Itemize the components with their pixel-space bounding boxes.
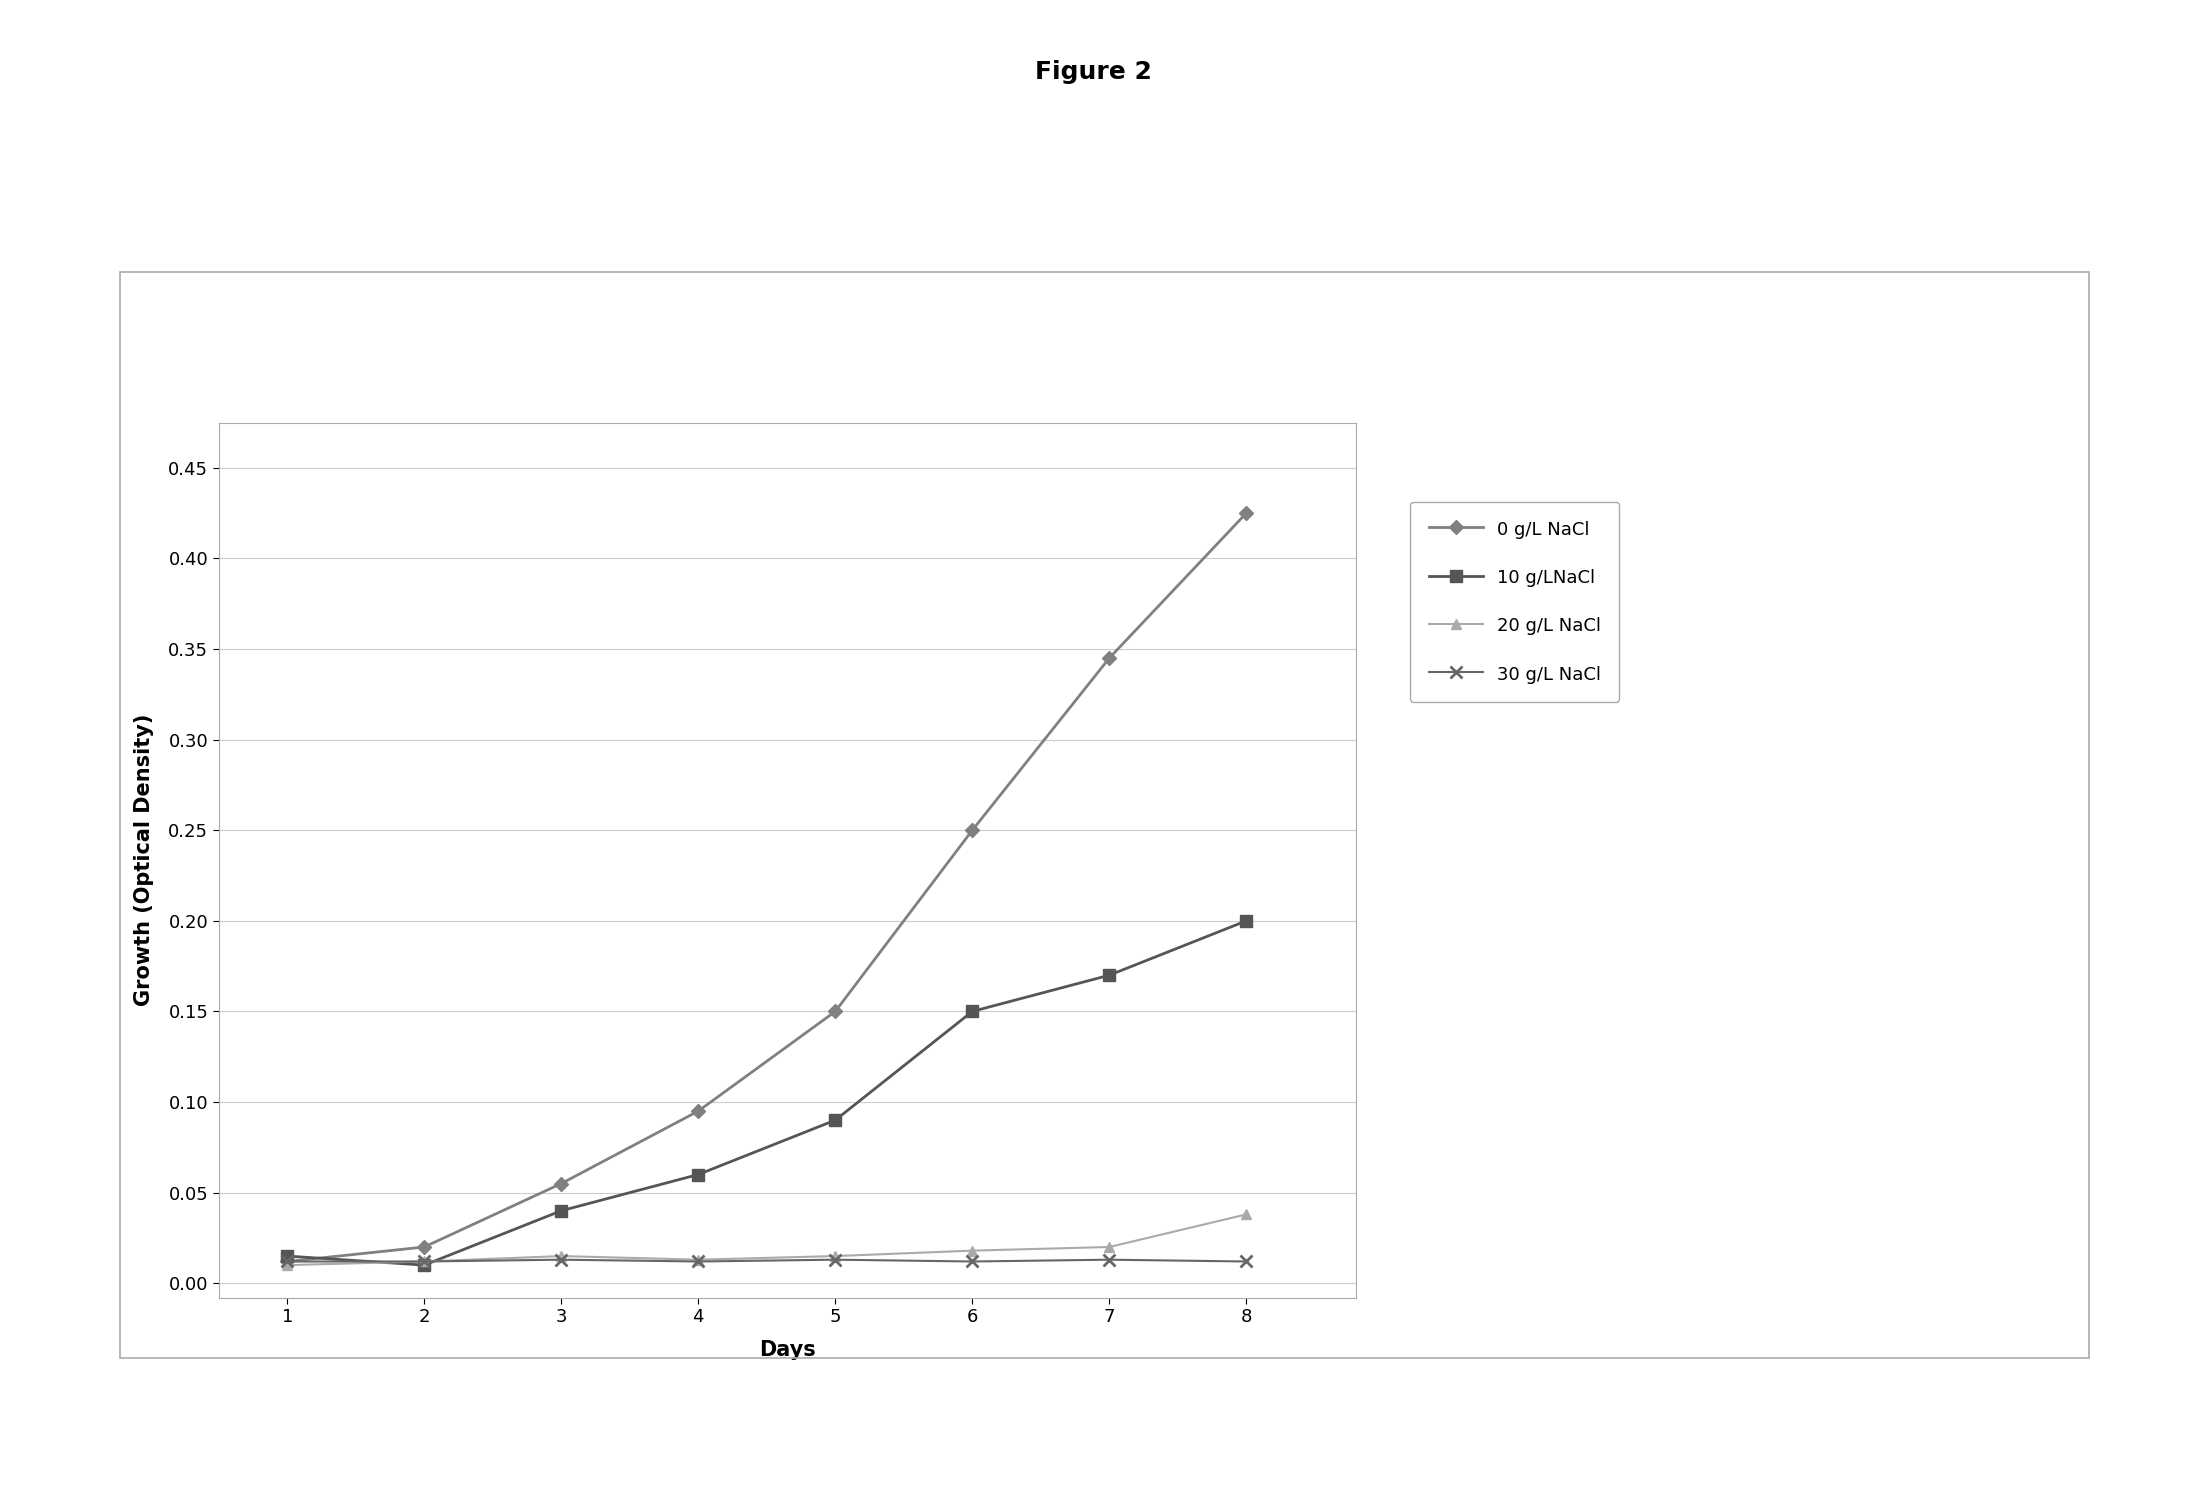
Legend: 0 g/L NaCl, 10 g/LNaCl, 20 g/L NaCl, 30 g/L NaCl: 0 g/L NaCl, 10 g/LNaCl, 20 g/L NaCl, 30 … xyxy=(1411,501,1618,702)
Text: Figure 2: Figure 2 xyxy=(1034,60,1153,85)
20 g/L NaCl xyxy=(685,1251,711,1269)
10 g/LNaCl xyxy=(273,1246,300,1265)
10 g/LNaCl xyxy=(1233,911,1260,930)
20 g/L NaCl xyxy=(411,1252,437,1271)
0 g/L NaCl xyxy=(549,1174,575,1192)
10 g/LNaCl xyxy=(822,1111,849,1129)
30 g/L NaCl xyxy=(411,1252,437,1271)
20 g/L NaCl xyxy=(1233,1206,1260,1224)
0 g/L NaCl xyxy=(411,1237,437,1255)
30 g/L NaCl xyxy=(1233,1252,1260,1271)
20 g/L NaCl xyxy=(549,1246,575,1265)
20 g/L NaCl xyxy=(273,1255,300,1274)
20 g/L NaCl xyxy=(1096,1237,1122,1255)
0 g/L NaCl xyxy=(1233,504,1260,522)
Line: 30 g/L NaCl: 30 g/L NaCl xyxy=(280,1254,1253,1268)
30 g/L NaCl xyxy=(1096,1251,1122,1269)
30 g/L NaCl xyxy=(549,1251,575,1269)
Line: 10 g/LNaCl: 10 g/LNaCl xyxy=(280,914,1253,1272)
0 g/L NaCl xyxy=(685,1102,711,1120)
Y-axis label: Growth (Optical Density): Growth (Optical Density) xyxy=(133,714,155,1007)
30 g/L NaCl xyxy=(822,1251,849,1269)
30 g/L NaCl xyxy=(685,1252,711,1271)
10 g/LNaCl xyxy=(960,1002,986,1020)
Line: 20 g/L NaCl: 20 g/L NaCl xyxy=(282,1210,1251,1271)
10 g/LNaCl xyxy=(685,1165,711,1183)
10 g/LNaCl xyxy=(411,1255,437,1274)
0 g/L NaCl xyxy=(822,1002,849,1020)
10 g/LNaCl xyxy=(1096,966,1122,984)
20 g/L NaCl xyxy=(822,1246,849,1265)
0 g/L NaCl xyxy=(960,821,986,839)
Line: 0 g/L NaCl: 0 g/L NaCl xyxy=(282,509,1251,1266)
20 g/L NaCl xyxy=(960,1242,986,1260)
0 g/L NaCl xyxy=(273,1252,300,1271)
X-axis label: Days: Days xyxy=(759,1340,816,1360)
0 g/L NaCl xyxy=(1096,649,1122,667)
30 g/L NaCl xyxy=(960,1252,986,1271)
30 g/L NaCl xyxy=(273,1252,300,1271)
10 g/LNaCl xyxy=(549,1201,575,1219)
